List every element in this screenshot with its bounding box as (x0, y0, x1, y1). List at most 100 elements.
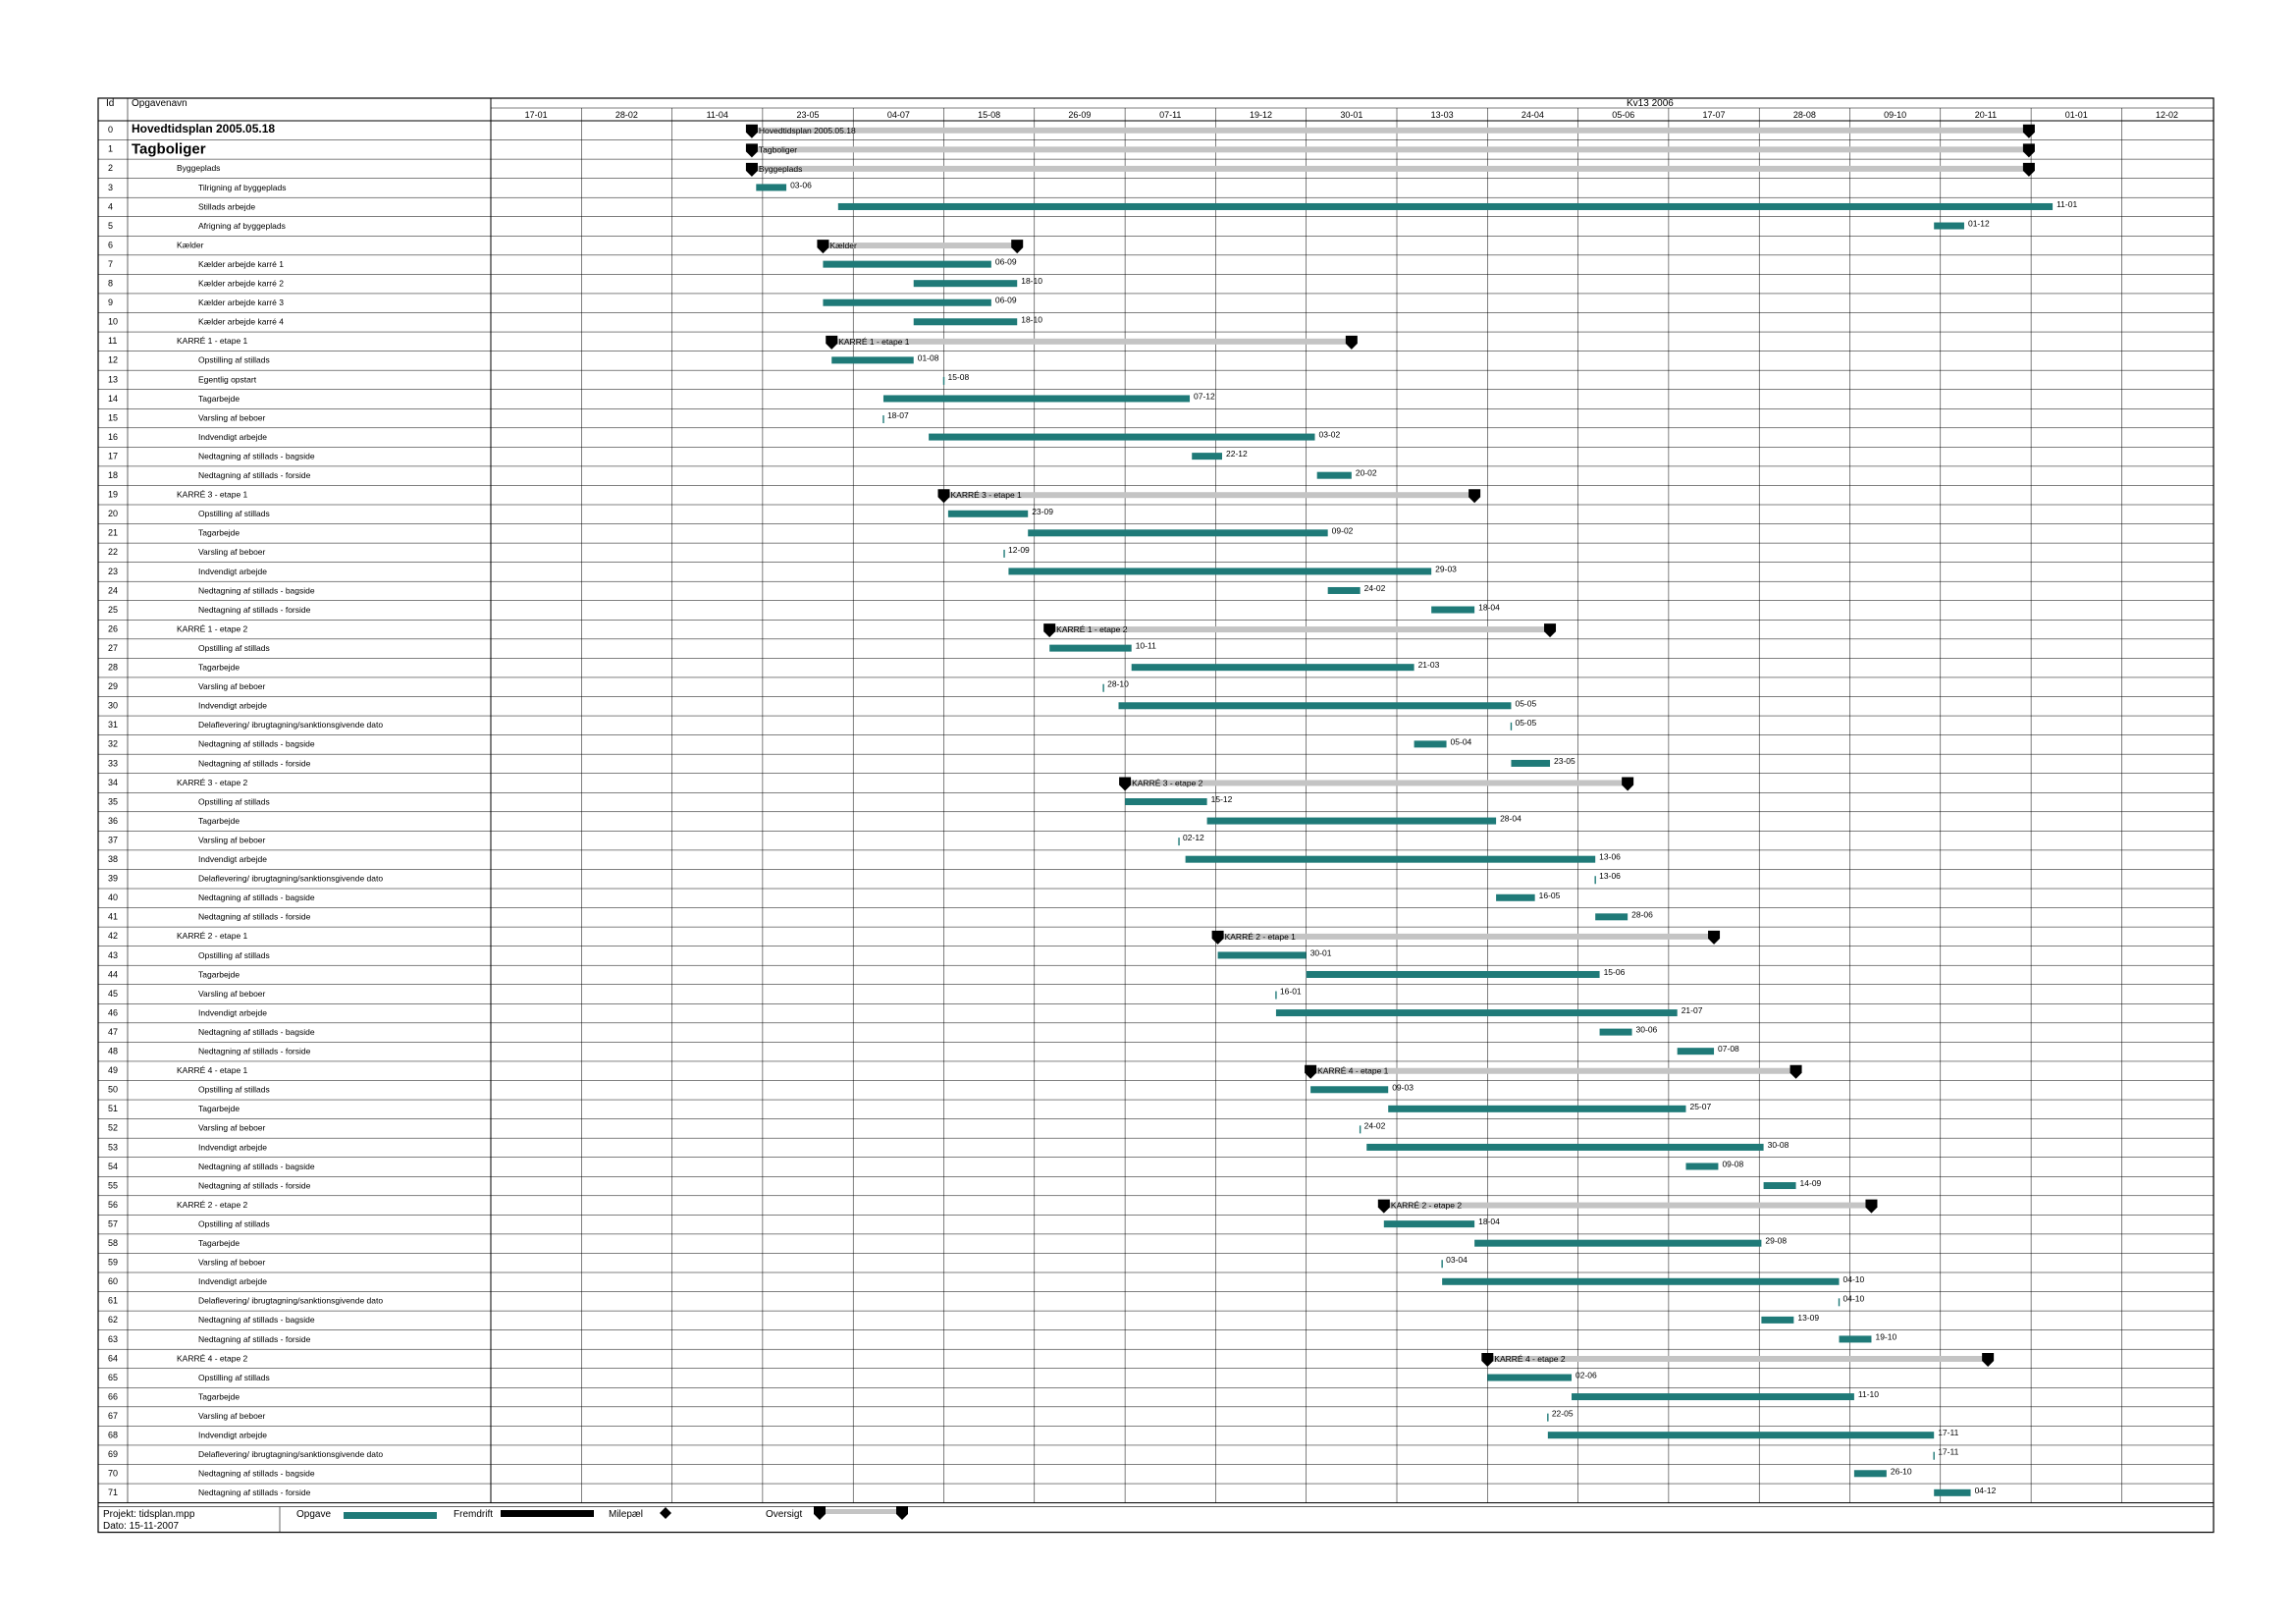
task-id: 47 (108, 1027, 118, 1037)
task-id: 0 (108, 125, 113, 135)
task-name: Varsling af beboer (198, 547, 266, 557)
task-end-label: 17-11 (1938, 1428, 1958, 1437)
task-name: Opstilling af stillads (198, 1085, 270, 1095)
task-end-label: 15-06 (1604, 967, 1626, 977)
summary-bar (943, 492, 1475, 499)
summary-label: KARRÉ 2 - etape 1 (1225, 932, 1297, 942)
task-bar (1049, 644, 1132, 652)
task-end-label: 11-01 (2056, 199, 2077, 209)
task-id: 39 (108, 874, 118, 884)
task-end-label: 30-01 (1310, 947, 1332, 957)
task-end-label: 18-10 (1021, 276, 1042, 286)
legend-project: Projekt: tidsplan.mpp (103, 1509, 195, 1520)
milestone-label: 02-12 (1183, 833, 1204, 842)
task-end-label: 15-12 (1211, 794, 1233, 804)
task-id: 49 (108, 1065, 118, 1075)
task-bar (929, 433, 1315, 441)
task-bar (1572, 1393, 1854, 1401)
task-id: 4 (108, 201, 113, 211)
task-name: Nedtagning af stillads - forside (198, 1047, 311, 1056)
task-id: 17 (108, 451, 118, 460)
task-id: 30 (108, 701, 118, 711)
task-name: Nedtagning af stillads - forside (198, 758, 311, 768)
summary-end-marker (2022, 162, 2035, 177)
task-end-label: 03-02 (1318, 430, 1340, 440)
summary-label: KARRÉ 3 - etape 2 (1132, 778, 1203, 787)
task-end-label: 07-12 (1194, 391, 1215, 401)
task-name: Varsling af beboer (198, 1411, 266, 1421)
summary-bar (831, 338, 1352, 345)
task-name: Tagarbejde (198, 1104, 240, 1113)
legend-milestone-swatch (660, 1507, 671, 1519)
task-name: KARRÉ 2 - etape 1 (177, 931, 248, 941)
task-name: Nedtagning af stillads - forside (198, 1488, 311, 1497)
task-end-label: 01-08 (918, 352, 939, 362)
task-bar (1431, 606, 1475, 614)
task-end-label: 25-07 (1689, 1102, 1711, 1111)
timescale-tick-label: 04-07 (887, 110, 910, 120)
task-id: 3 (108, 183, 113, 192)
milestone-label: 17-11 (1938, 1447, 1958, 1457)
task-name: Tagarbejde (198, 394, 240, 404)
grid (97, 97, 2215, 1534)
task-end-label: 07-08 (1718, 1044, 1739, 1054)
summary-end-marker (1789, 1064, 1802, 1079)
legend-summary-start (814, 1506, 826, 1520)
task-id: 59 (108, 1258, 118, 1268)
timescale-tick-label: 24-04 (1522, 110, 1544, 120)
task-end-label: 03-06 (790, 180, 812, 189)
task-name: Nedtagning af stillads - bagside (198, 739, 315, 749)
task-id: 28 (108, 663, 118, 673)
task-id: 1 (108, 144, 113, 154)
summary-end-marker (1345, 335, 1358, 350)
legend-summary-label: Oversigt (766, 1509, 802, 1520)
task-bar (837, 202, 2054, 210)
task-end-label: 18-04 (1478, 1217, 1500, 1226)
summary-end-marker (2022, 143, 2035, 158)
task-bar (1217, 951, 1307, 959)
task-name: Varsling af beboer (198, 1258, 266, 1268)
milestone-label: 13-06 (1599, 871, 1621, 881)
task-bar (1316, 471, 1352, 479)
task-end-label: 06-09 (995, 296, 1017, 305)
task-bar (1008, 568, 1432, 575)
task-id: 7 (108, 259, 113, 269)
task-bars: Hovedtidsplan 2005.05.18 Tagboliger Byggep… (745, 124, 2077, 1496)
task-name: Opstilling af stillads (198, 796, 270, 806)
timescale-tick-label: 28-02 (615, 110, 638, 120)
task-id: 26 (108, 623, 118, 633)
timescale-tick-label: 19-12 (1250, 110, 1272, 120)
summary-label: Byggeplads (759, 164, 802, 174)
legend-task-label: Opgave (296, 1509, 331, 1520)
summary-label: KARRÉ 1 - etape 2 (1056, 624, 1128, 634)
task-bar (1496, 893, 1535, 901)
task-bar (1131, 664, 1415, 672)
summary-label: KARRÉ 3 - etape 1 (951, 490, 1023, 500)
summary-bar (1310, 1067, 1796, 1074)
task-name: Hovedtidsplan 2005.05.18 (132, 122, 275, 135)
task-end-label: 23-09 (1032, 507, 1053, 516)
task-name: Varsling af beboer (198, 681, 266, 691)
task-id: 15 (108, 412, 118, 422)
chart-header: Id Opgavenavn Kv13 2006 (106, 98, 1674, 109)
timescale-tick-label: 30-01 (1340, 110, 1362, 120)
task-name: Delaflevering/ ibrugtagning/sanktionsgiv… (198, 720, 383, 730)
summary-start-marker (1119, 777, 1132, 791)
task-id: 44 (108, 969, 118, 979)
milestone-label: 28-10 (1107, 679, 1129, 689)
milestone-label: 03-04 (1446, 1255, 1468, 1265)
task-end-label: 26-10 (1891, 1466, 1912, 1476)
task-bar (1595, 913, 1629, 921)
summary-label: Kælder (829, 241, 857, 250)
task-id: 20 (108, 509, 118, 518)
task-id: 66 (108, 1391, 118, 1401)
task-id: 65 (108, 1373, 118, 1382)
task-name: Nedtagning af stillads - bagside (198, 1469, 315, 1479)
task-name: Stillads arbejde (198, 201, 255, 211)
task-id: 11 (108, 336, 117, 346)
task-name: Tagboliger (132, 141, 206, 158)
timescale-tick-label: 17-01 (525, 110, 548, 120)
task-id: 63 (108, 1334, 118, 1344)
task-end-label: 23-05 (1554, 756, 1575, 766)
